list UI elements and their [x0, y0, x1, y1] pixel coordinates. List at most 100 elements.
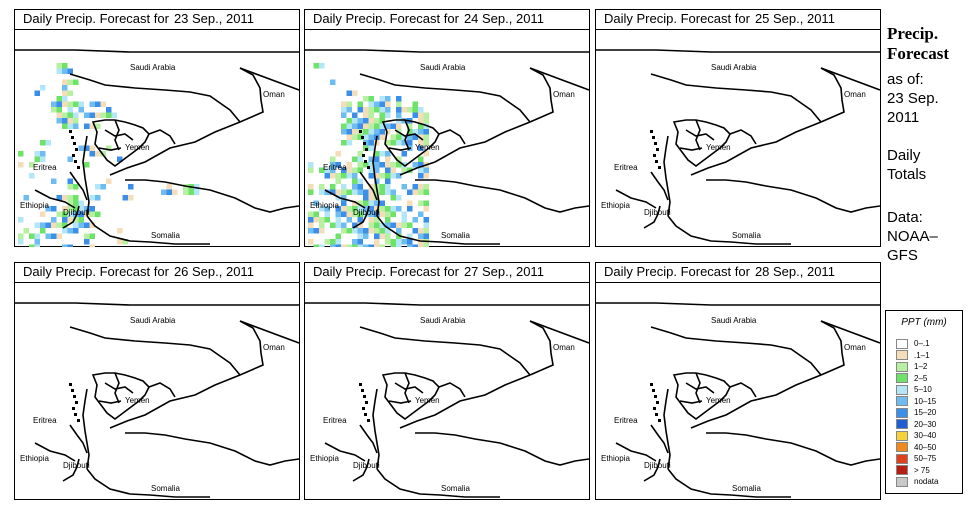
precip-cell: [95, 195, 101, 201]
precip-cell: [407, 134, 413, 140]
island-dot: [359, 383, 362, 386]
precip-cell: [335, 244, 341, 247]
boundary-line: [690, 374, 822, 429]
boundary-line: [15, 302, 299, 306]
precip-cell: [330, 222, 336, 228]
precip-cell: [330, 239, 336, 245]
data-source-block: Data: NOAA– GFS: [887, 209, 938, 264]
precip-cell: [352, 244, 358, 247]
precip-cell: [401, 134, 407, 140]
precip-cell: [407, 123, 413, 129]
precip-cell: [346, 206, 352, 212]
precip-cell: [324, 173, 330, 179]
boundary-line: [529, 320, 589, 344]
precip-cell: [341, 184, 347, 190]
precip-cell: [374, 239, 380, 245]
boundary-line: [706, 432, 880, 466]
island-dot: [77, 419, 80, 422]
legend-swatch: [896, 373, 908, 384]
precip-cell: [390, 244, 396, 247]
island-dot: [75, 148, 78, 151]
precip-cell: [352, 90, 358, 96]
boundary-line: [596, 302, 880, 306]
precip-cell: [418, 244, 424, 247]
precip-cell: [23, 195, 29, 201]
precip-cell: [396, 107, 402, 113]
precip-cell: [56, 68, 62, 74]
precip-cell: [346, 101, 352, 107]
precip-cell: [34, 244, 40, 247]
daily-totals-block: Daily Totals: [887, 147, 927, 183]
precip-cell: [374, 244, 380, 247]
island-dot: [359, 130, 362, 133]
precip-cell: [29, 162, 35, 168]
precip-cell: [407, 129, 413, 135]
precip-cell: [379, 162, 385, 168]
precip-cell: [423, 189, 429, 195]
precip-cell: [89, 211, 95, 217]
boundary-line: [820, 320, 880, 344]
precip-cell: [51, 222, 57, 228]
precip-cell: [379, 107, 385, 113]
precip-cell: [379, 101, 385, 107]
precip-cell: [122, 239, 128, 245]
precip-cell: [412, 112, 418, 118]
precip-cell: [390, 134, 396, 140]
precip-cell: [412, 162, 418, 168]
precip-cell: [84, 233, 90, 239]
precip-cell: [385, 206, 391, 212]
precip-cell: [84, 112, 90, 118]
precip-cell: [401, 211, 407, 217]
boundary-line: [376, 468, 500, 498]
precip-cell: [73, 200, 79, 206]
precip-cell: [390, 195, 396, 201]
precip-cell: [67, 107, 73, 113]
precip-cell: [40, 211, 46, 217]
legend-item: 20–30: [896, 419, 938, 431]
precip-cell: [357, 211, 363, 217]
precip-cell: [67, 217, 73, 223]
precip-cell: [385, 123, 391, 129]
precip-cell: [51, 107, 57, 113]
boundary-line: [62, 205, 80, 229]
precip-cell: [34, 233, 40, 239]
precip-cell: [357, 107, 363, 113]
precip-cell: [34, 90, 40, 96]
precip-cell: [379, 96, 385, 102]
precip-cell: [401, 140, 407, 146]
precip-cell: [368, 244, 374, 247]
legend-label: 20–30: [914, 419, 937, 429]
precip-cell: [385, 167, 391, 173]
precip-cell: [390, 222, 396, 228]
boundary-line: [643, 458, 661, 482]
precip-cell: [363, 162, 369, 168]
precip-cell: [89, 244, 95, 247]
precip-cell: [363, 96, 369, 102]
legend-label: 50–75: [914, 454, 937, 464]
map-label-ethiopia: Ethiopia: [20, 454, 49, 463]
precip-cell: [188, 189, 194, 195]
precip-cell: [385, 233, 391, 239]
precip-cell: [319, 222, 325, 228]
legend-swatch: [896, 361, 908, 372]
boundary-line: [404, 372, 410, 404]
precip-cell: [73, 211, 79, 217]
precip-cell: [308, 222, 314, 228]
precip-cell: [51, 206, 57, 212]
precip-cell: [308, 162, 314, 168]
boundary-line: [615, 442, 657, 462]
boundary-line: [114, 119, 120, 151]
precip-cell: [40, 151, 46, 157]
precip-cell: [319, 63, 325, 69]
precip-cell: [34, 156, 40, 162]
precip-cell: [62, 90, 68, 96]
boundary-line: [239, 67, 264, 123]
precip-cell: [357, 162, 363, 168]
map-label-oman: Oman: [553, 343, 575, 352]
island-dot: [69, 383, 72, 386]
legend-label: 0–.1: [914, 339, 930, 349]
island-dot: [361, 136, 364, 139]
precip-cell: [418, 184, 424, 190]
precip-cell: [379, 118, 385, 124]
precip-cell: [346, 167, 352, 173]
